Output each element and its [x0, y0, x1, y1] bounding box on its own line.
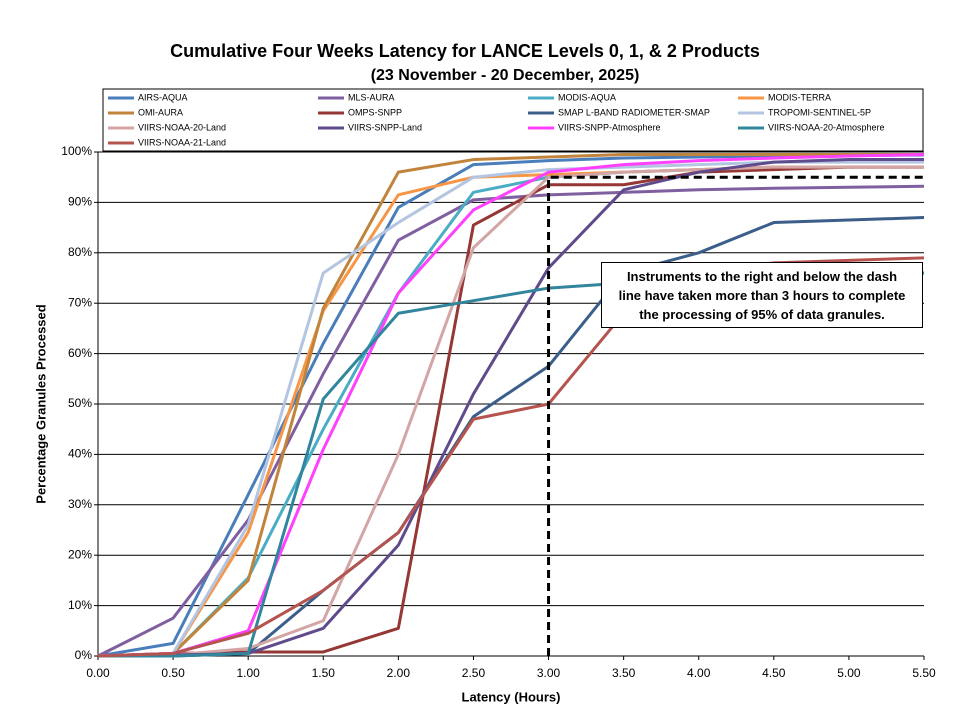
x-tick-label: 3.50	[612, 666, 636, 680]
x-tick-label: 0.50	[161, 666, 185, 680]
legend-label: MLS-AURA	[348, 92, 395, 102]
legend-label: MODIS-TERRA	[768, 92, 831, 102]
y-tick-label: 70%	[68, 295, 92, 309]
legend-box	[102, 88, 924, 152]
series-line	[97, 184, 925, 658]
legend-label: VIIRS-SNPP-Atmosphere	[558, 122, 661, 132]
y-tick-label: 50%	[68, 396, 92, 410]
series-line	[97, 165, 924, 658]
legend-label: AIRS-AQUA	[138, 92, 188, 102]
series-line	[97, 160, 924, 658]
legend-label: TROPOMI-SENTINEL-5P	[768, 107, 871, 117]
y-tick-label: 90%	[68, 195, 92, 209]
y-tick-label: 0%	[75, 648, 93, 662]
legend-label: SMAP L-BAND RADIOMETER-SMAP	[558, 107, 710, 117]
series-line	[97, 153, 925, 658]
chart-subtitle: (23 November - 20 December, 2025)	[371, 67, 640, 84]
y-tick-label: 80%	[68, 245, 92, 259]
y-tick-label: 30%	[68, 497, 92, 511]
annotation-line: line have taken more than 3 hours to com…	[618, 287, 906, 303]
x-axis-title: Latency (Hours)	[462, 689, 561, 704]
annotation-line: the processing of 95% of data granules.	[639, 306, 885, 322]
x-tick-label: 3.00	[537, 666, 561, 680]
annotation-line: Instruments to the right and below the d…	[626, 268, 898, 284]
y-tick-label: 10%	[68, 598, 92, 612]
y-tick-label: 40%	[68, 447, 92, 461]
x-tick-label: 2.00	[387, 666, 411, 680]
x-tick-label: 4.50	[762, 666, 786, 680]
x-tick-label: 5.50	[912, 666, 936, 680]
x-tick-label: 4.00	[687, 666, 711, 680]
x-tick-label: 1.00	[237, 666, 261, 680]
legend-label: VIIRS-NOAA-20-Land	[138, 122, 226, 132]
x-tick-label: 2.50	[462, 666, 486, 680]
x-tick-label: 0.00	[86, 666, 110, 680]
y-tick-label: 100%	[61, 144, 92, 158]
annotation-box: Instruments to the right and below the d…	[601, 262, 923, 328]
series-line	[97, 153, 925, 658]
y-tick-label: 20%	[68, 547, 92, 561]
reference-line	[547, 175, 924, 656]
series-line	[97, 158, 924, 658]
legend-label: OMI-AURA	[138, 107, 183, 117]
legend-label: OMPS-SNPP	[348, 107, 402, 117]
series-line	[97, 165, 924, 658]
y-axis-title: Percentage Granules Processed	[33, 304, 48, 503]
series-line	[97, 153, 924, 658]
legend-label: VIIRS-NOAA-21-Land	[138, 137, 226, 147]
chart-title: Cumulative Four Weeks Latency for LANCE …	[170, 41, 760, 61]
legend-label: MODIS-AQUA	[558, 92, 616, 102]
legend-label: VIIRS-NOAA-20-Atmosphere	[768, 122, 885, 132]
legend-label: VIIRS-SNPP-Land	[348, 122, 422, 132]
x-tick-label: 5.00	[837, 666, 861, 680]
y-tick-label: 60%	[68, 346, 92, 360]
x-tick-label: 1.50	[312, 666, 336, 680]
